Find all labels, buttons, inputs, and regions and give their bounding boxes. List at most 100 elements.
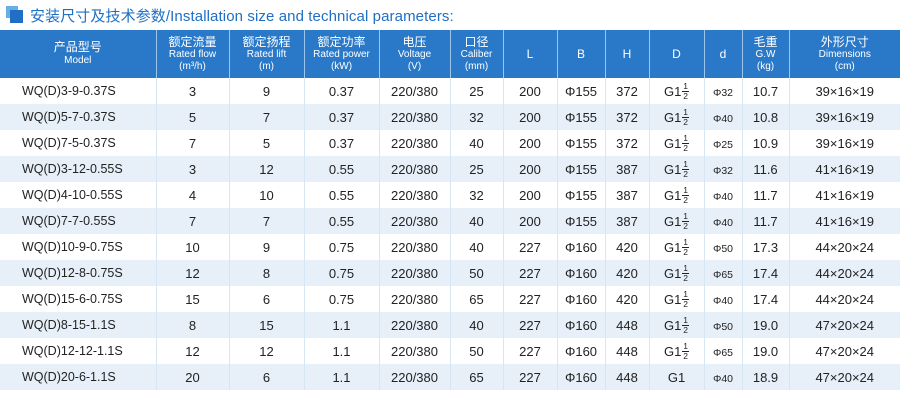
cell-l: 227: [503, 338, 558, 364]
cell-gross-weight: 10.8: [742, 104, 790, 130]
cell-h: 372: [605, 104, 650, 130]
cell-rated-flow: 7: [156, 208, 230, 234]
table-row: WQ(D)7-7-0.55S 7 7 0.55 220/380 40 200 Φ…: [0, 208, 900, 234]
thread-size: G1: [663, 343, 682, 359]
cell-rated-lift: 12: [229, 156, 305, 182]
table-row: WQ(D)7-5-0.37S 7 5 0.37 220/380 40 200 Φ…: [0, 130, 900, 156]
cell-caliber: 50: [450, 260, 504, 286]
cell-rated-flow: 4: [156, 182, 230, 208]
cell-model: WQ(D)3-9-0.37S: [0, 78, 157, 104]
cell-b: Φ160: [557, 234, 606, 260]
thread-size: G1: [663, 213, 682, 229]
cell-l: 227: [503, 312, 558, 338]
cell-rated-power: 0.55: [304, 182, 380, 208]
cell-rated-power: 0.75: [304, 260, 380, 286]
cell-d-upper: G1 1 2: [649, 234, 705, 260]
cell-h: 448: [605, 364, 650, 390]
cell-caliber: 50: [450, 338, 504, 364]
cell-rated-power: 0.37: [304, 130, 380, 156]
cell-b: Φ160: [557, 312, 606, 338]
cell-d-lower: Φ50: [704, 312, 743, 338]
col-header-voltage: 电压 Voltage (V): [379, 30, 451, 78]
cell-dimensions: 47×20×24: [789, 338, 900, 364]
cell-model: WQ(D)3-12-0.55S: [0, 156, 157, 182]
cell-gross-weight: 10.7: [742, 78, 790, 104]
col-header-h: H: [605, 30, 650, 78]
col-header-l: L: [503, 30, 558, 78]
section-title-bar: 安装尺寸及技术参数/Installation size and technica…: [0, 0, 900, 28]
cell-voltage: 220/380: [379, 104, 451, 130]
cell-caliber: 40: [450, 312, 504, 338]
cell-h: 372: [605, 130, 650, 156]
cell-gross-weight: 11.7: [742, 208, 790, 234]
cell-d-upper: G1 1 2: [649, 312, 705, 338]
table-row: WQ(D)15-6-0.75S 15 6 0.75 220/380 65 227…: [0, 286, 900, 312]
cell-caliber: 65: [450, 286, 504, 312]
cell-dimensions: 44×20×24: [789, 260, 900, 286]
cell-d-lower: Φ32: [704, 78, 743, 104]
cell-l: 200: [503, 104, 558, 130]
cell-rated-flow: 10: [156, 234, 230, 260]
cell-model: WQ(D)20-6-1.1S: [0, 364, 157, 390]
cell-rated-flow: 7: [156, 130, 230, 156]
cell-h: 387: [605, 208, 650, 234]
cell-l: 227: [503, 286, 558, 312]
cell-voltage: 220/380: [379, 234, 451, 260]
cell-caliber: 32: [450, 104, 504, 130]
cell-gross-weight: 18.9: [742, 364, 790, 390]
cell-model: WQ(D)5-7-0.37S: [0, 104, 157, 130]
table-row: WQ(D)4-10-0.55S 4 10 0.55 220/380 32 200…: [0, 182, 900, 208]
cell-caliber: 32: [450, 182, 504, 208]
thread-size: G1: [663, 135, 682, 151]
cell-gross-weight: 19.0: [742, 338, 790, 364]
cell-h: 387: [605, 182, 650, 208]
cell-rated-flow: 12: [156, 260, 230, 286]
cell-gross-weight: 19.0: [742, 312, 790, 338]
cell-d-lower: Φ65: [704, 260, 743, 286]
cell-rated-power: 1.1: [304, 338, 380, 364]
thread-size: G1: [663, 161, 682, 177]
cell-dimensions: 41×16×19: [789, 208, 900, 234]
cell-d-upper: G1 1 2: [649, 260, 705, 286]
cell-rated-flow: 15: [156, 286, 230, 312]
cell-d-upper: G1 1 2: [649, 156, 705, 182]
cell-rated-lift: 5: [229, 130, 305, 156]
cell-d-upper: G1: [649, 364, 705, 390]
cell-gross-weight: 11.7: [742, 182, 790, 208]
thread-size: G1: [663, 317, 682, 333]
table-row: WQ(D)10-9-0.75S 10 9 0.75 220/380 40 227…: [0, 234, 900, 260]
cell-d-lower: Φ40: [704, 286, 743, 312]
cell-d-lower: Φ40: [704, 182, 743, 208]
cell-b: Φ155: [557, 104, 606, 130]
cell-d-lower: Φ50: [704, 234, 743, 260]
cell-d-upper: G1 1 2: [649, 286, 705, 312]
cell-l: 200: [503, 130, 558, 156]
cell-d-upper: G1 1 2: [649, 104, 705, 130]
cell-rated-flow: 3: [156, 156, 230, 182]
cell-h: 420: [605, 260, 650, 286]
cell-l: 200: [503, 182, 558, 208]
cell-b: Φ155: [557, 208, 606, 234]
cell-b: Φ160: [557, 260, 606, 286]
cell-d-upper: G1 1 2: [649, 338, 705, 364]
table-row: WQ(D)12-8-0.75S 12 8 0.75 220/380 50 227…: [0, 260, 900, 286]
cell-rated-flow: 20: [156, 364, 230, 390]
cell-voltage: 220/380: [379, 182, 451, 208]
cell-rated-lift: 15: [229, 312, 305, 338]
cell-voltage: 220/380: [379, 338, 451, 364]
col-header-rated-flow: 额定流量 Rated flow (m³/h): [156, 30, 230, 78]
cell-gross-weight: 17.4: [742, 260, 790, 286]
cell-b: Φ155: [557, 130, 606, 156]
cell-d-lower: Φ40: [704, 364, 743, 390]
cell-caliber: 40: [450, 208, 504, 234]
table-row: WQ(D)3-9-0.37S 3 9 0.37 220/380 25 200 Φ…: [0, 78, 900, 104]
cell-dimensions: 39×16×19: [789, 78, 900, 104]
cell-dimensions: 39×16×19: [789, 130, 900, 156]
